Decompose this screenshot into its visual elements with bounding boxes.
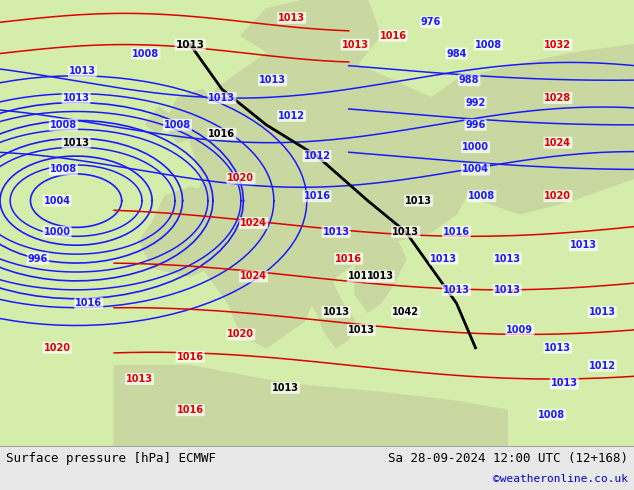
Text: 976: 976 — [421, 17, 441, 27]
Text: 1013: 1013 — [430, 254, 457, 264]
Text: 1013: 1013 — [272, 383, 299, 393]
Text: 984: 984 — [446, 49, 467, 58]
Text: 1012: 1012 — [304, 151, 330, 161]
Text: 992: 992 — [465, 98, 486, 108]
Text: 1013: 1013 — [405, 196, 432, 206]
Text: 1008: 1008 — [469, 191, 495, 201]
Text: 1008: 1008 — [133, 49, 159, 58]
Text: 1013: 1013 — [545, 343, 571, 353]
Text: 1020: 1020 — [545, 191, 571, 201]
Text: 1008: 1008 — [164, 120, 191, 130]
Text: 1000: 1000 — [462, 142, 489, 152]
Text: 1032: 1032 — [545, 40, 571, 49]
Text: 1004: 1004 — [462, 165, 489, 174]
Text: 1008: 1008 — [538, 410, 565, 420]
Text: 1013: 1013 — [278, 13, 305, 23]
Text: 1013: 1013 — [323, 307, 349, 317]
Text: 988: 988 — [459, 75, 479, 85]
Text: 1013: 1013 — [63, 138, 89, 147]
Text: 1013: 1013 — [551, 378, 578, 389]
Text: 1016: 1016 — [443, 227, 470, 237]
Text: 1013: 1013 — [494, 285, 521, 295]
Text: 1016: 1016 — [209, 129, 235, 139]
Text: 1028: 1028 — [545, 93, 571, 103]
Text: 1008: 1008 — [475, 40, 501, 49]
Text: 1016: 1016 — [177, 352, 204, 362]
Text: 1008: 1008 — [50, 165, 77, 174]
Text: 1013: 1013 — [392, 227, 419, 237]
Text: 1009: 1009 — [507, 325, 533, 335]
Text: 1013: 1013 — [63, 93, 89, 103]
Text: 1013: 1013 — [176, 40, 205, 49]
Text: Surface pressure [hPa] ECMWF: Surface pressure [hPa] ECMWF — [6, 452, 216, 465]
Text: 1024: 1024 — [240, 218, 267, 228]
Text: 1016: 1016 — [177, 405, 204, 415]
Polygon shape — [241, 0, 380, 67]
Text: 1008: 1008 — [50, 120, 77, 130]
Text: 1016: 1016 — [75, 298, 102, 308]
Text: 1016: 1016 — [335, 254, 362, 264]
Polygon shape — [165, 89, 216, 143]
Text: 1013: 1013 — [494, 254, 521, 264]
Text: 1013: 1013 — [570, 240, 597, 250]
Text: 1020: 1020 — [44, 343, 70, 353]
Polygon shape — [190, 53, 476, 348]
Text: 996: 996 — [28, 254, 48, 264]
Text: 1013: 1013 — [443, 285, 470, 295]
Polygon shape — [146, 107, 171, 134]
Polygon shape — [304, 259, 355, 348]
Text: 1016: 1016 — [304, 191, 330, 201]
Polygon shape — [114, 366, 507, 446]
Text: 1013: 1013 — [126, 374, 153, 384]
Polygon shape — [355, 214, 406, 312]
Text: 1013: 1013 — [323, 227, 349, 237]
Polygon shape — [431, 45, 634, 214]
Text: 1000: 1000 — [44, 227, 70, 237]
Text: 1013: 1013 — [259, 75, 286, 85]
Text: 1024: 1024 — [545, 138, 571, 147]
Text: 1013: 1013 — [367, 271, 394, 281]
Text: 1013: 1013 — [348, 271, 375, 281]
Text: 1016: 1016 — [380, 31, 406, 41]
Text: 1004: 1004 — [44, 196, 70, 206]
Text: 1020: 1020 — [228, 173, 254, 183]
Text: 1020: 1020 — [228, 329, 254, 340]
Text: 1013: 1013 — [348, 325, 375, 335]
Text: ©weatheronline.co.uk: ©weatheronline.co.uk — [493, 474, 628, 484]
Text: Sa 28-09-2024 12:00 UTC (12+168): Sa 28-09-2024 12:00 UTC (12+168) — [387, 452, 628, 465]
Text: 1013: 1013 — [589, 307, 616, 317]
Text: 1013: 1013 — [342, 40, 368, 49]
Text: 996: 996 — [465, 120, 486, 130]
Polygon shape — [139, 187, 241, 276]
Text: 1013: 1013 — [69, 66, 96, 76]
Text: 1012: 1012 — [278, 111, 305, 121]
Text: 1042: 1042 — [392, 307, 419, 317]
Text: 1012: 1012 — [589, 361, 616, 370]
Text: 1024: 1024 — [240, 271, 267, 281]
Text: 1013: 1013 — [209, 93, 235, 103]
